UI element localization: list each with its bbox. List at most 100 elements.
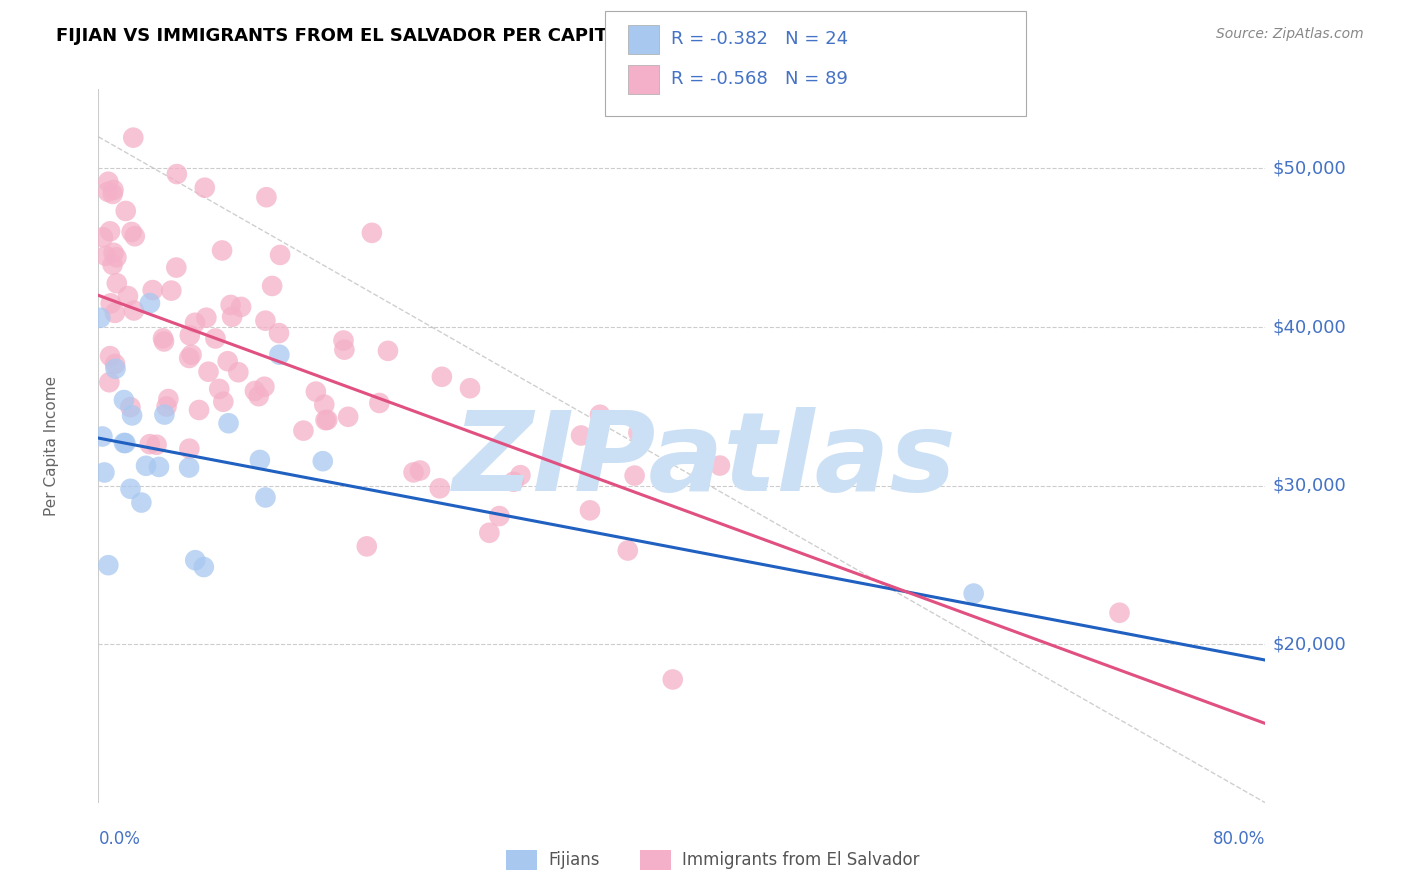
Point [221, 310, 243, 324]
Point [368, 396, 391, 410]
Point [89, 310, 111, 325]
Point [218, 416, 240, 430]
Point [269, 248, 291, 262]
Point [502, 475, 524, 489]
Point [101, 258, 124, 272]
Point [269, 348, 291, 362]
Point [430, 369, 453, 384]
Point [579, 503, 602, 517]
Point [211, 244, 233, 258]
Point [377, 343, 399, 358]
Point [488, 509, 510, 524]
Point [204, 331, 226, 345]
Point [142, 283, 165, 297]
Text: $20,000: $20,000 [1272, 635, 1346, 653]
Point [122, 130, 145, 145]
Point [117, 289, 139, 303]
Point [709, 458, 731, 473]
Point [184, 553, 207, 567]
Point [94, 249, 117, 263]
Point [402, 466, 425, 480]
Point [1108, 606, 1130, 620]
Point [112, 436, 135, 450]
Point [157, 392, 180, 406]
Point [122, 303, 145, 318]
Point [623, 468, 645, 483]
Point [121, 225, 143, 239]
Point [316, 413, 339, 427]
Point [228, 365, 250, 379]
Point [217, 354, 239, 368]
Point [104, 361, 127, 376]
Point [478, 525, 501, 540]
Point [569, 428, 592, 442]
Point [314, 398, 336, 412]
Text: Fijians: Fijians [548, 851, 600, 869]
Point [145, 438, 167, 452]
Point [197, 365, 219, 379]
Point [166, 167, 188, 181]
Point [219, 298, 242, 312]
Point [155, 400, 177, 414]
Point [180, 348, 202, 362]
Point [100, 296, 122, 310]
Point [254, 190, 277, 204]
Point [243, 384, 266, 398]
Point [179, 328, 201, 343]
Point [179, 351, 201, 365]
Text: ZIPatlas: ZIPatlas [453, 407, 957, 514]
Point [305, 384, 328, 399]
Point [93, 466, 115, 480]
Point [101, 186, 124, 201]
Point [253, 380, 276, 394]
Point [458, 381, 481, 395]
Text: 80.0%: 80.0% [1213, 830, 1265, 847]
Text: Per Capita Income: Per Capita Income [44, 376, 59, 516]
Point [249, 453, 271, 467]
Point [627, 425, 650, 440]
Point [589, 408, 612, 422]
Text: 0.0%: 0.0% [98, 830, 141, 847]
Point [361, 226, 384, 240]
Point [315, 413, 337, 427]
Point [104, 306, 127, 320]
Point [98, 376, 121, 390]
Point [152, 331, 174, 345]
Point [179, 442, 201, 456]
Point [160, 284, 183, 298]
Point [962, 586, 984, 600]
Point [337, 409, 360, 424]
Point [148, 459, 170, 474]
Point [165, 260, 187, 275]
Point [247, 389, 270, 403]
Point [139, 437, 162, 451]
Point [409, 463, 432, 477]
Point [103, 245, 125, 260]
Text: $50,000: $50,000 [1272, 160, 1346, 178]
Point [120, 482, 142, 496]
Point [254, 491, 277, 505]
Point [332, 334, 354, 348]
Text: Source: ZipAtlas.com: Source: ZipAtlas.com [1216, 27, 1364, 41]
Point [188, 403, 211, 417]
Point [98, 224, 121, 238]
Point [91, 230, 114, 244]
Point [120, 400, 142, 414]
Point [212, 394, 235, 409]
Text: Immigrants from El Salvador: Immigrants from El Salvador [682, 851, 920, 869]
Point [509, 468, 531, 483]
Point [91, 429, 114, 443]
Point [97, 185, 120, 199]
Text: $30,000: $30,000 [1272, 476, 1346, 495]
Point [97, 175, 120, 189]
Point [194, 180, 217, 194]
Point [112, 393, 135, 408]
Point [103, 183, 125, 197]
Point [267, 326, 290, 340]
Point [333, 343, 356, 357]
Point [193, 560, 215, 574]
Point [184, 316, 207, 330]
Point [114, 436, 136, 450]
Point [135, 458, 157, 473]
Text: $40,000: $40,000 [1272, 318, 1346, 336]
